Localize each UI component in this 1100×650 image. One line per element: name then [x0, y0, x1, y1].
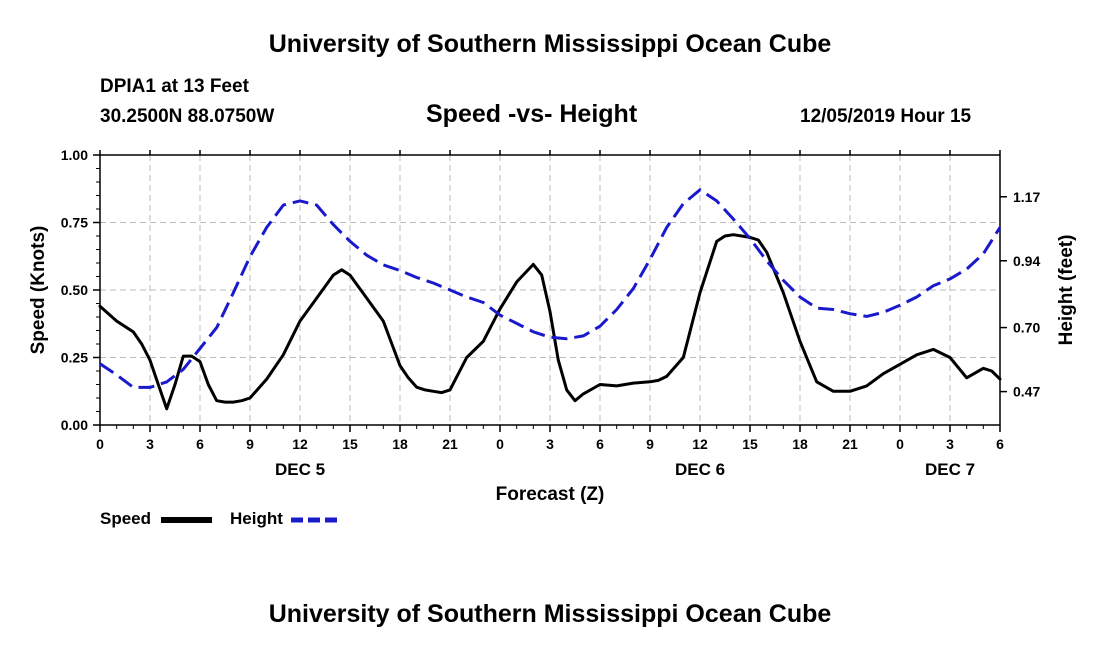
day-label: DEC 6: [675, 460, 725, 479]
x-tick-label: 3: [946, 436, 954, 452]
day-label: DEC 5: [275, 460, 325, 479]
x-tick-label: 6: [196, 436, 204, 452]
series-line-height: [99, 188, 1002, 389]
y2-tick-label: 0.94: [1013, 253, 1040, 269]
x-tick-label: 12: [692, 436, 708, 452]
series: [98, 188, 1002, 411]
footer-title: University of Southern Mississippi Ocean…: [268, 600, 832, 628]
x-tick-label: 15: [742, 436, 758, 452]
x-tick-label: 0: [896, 436, 904, 452]
chart-title: Speed -vs- Height: [426, 100, 638, 128]
grid: [100, 155, 1000, 425]
y-tick-label: 1.00: [61, 147, 88, 163]
x-tick-label: 21: [442, 436, 458, 452]
x-tick-label: 6: [996, 436, 1004, 452]
y-axis-label: Speed (Knots): [28, 226, 49, 355]
x-tick-label: 12: [292, 436, 308, 452]
coordinates-label: 30.2500N 88.0750W: [100, 106, 275, 127]
y2-tick-label: 1.17: [1013, 189, 1040, 205]
day-label: DEC 7: [925, 460, 975, 479]
legend-speed-label: Speed: [100, 509, 152, 528]
y-tick-label: 0.25: [61, 350, 88, 366]
x-tick-label: 6: [596, 436, 604, 452]
x-tick-label: 21: [842, 436, 858, 452]
station-label: DPIA1 at 13 Feet: [100, 76, 249, 97]
y2-tick-label: 0.47: [1013, 384, 1040, 400]
x-tick-label: 15: [342, 436, 358, 452]
org-title: University of Southern Mississippi Ocean…: [268, 30, 832, 58]
y2-tick-label: 0.70: [1013, 320, 1040, 336]
y-tick-label: 0.75: [61, 215, 88, 231]
x-tick-label: 0: [96, 436, 104, 452]
x-tick-label: 3: [546, 436, 554, 452]
datetime-label: 12/05/2019 Hour 15: [800, 106, 972, 127]
y2-axis-label: Height (feet): [1056, 235, 1077, 346]
axis-ticks: 0 3 6 9 12 15 18 21 0 3 6 9 12 15 18 21 0 3 6 DEC 5 DEC 6 DEC…: [61, 147, 1041, 479]
x-tick-label: 3: [146, 436, 154, 452]
x-axis-label: Forecast (Z): [496, 484, 605, 505]
x-tick-label: 9: [646, 436, 654, 452]
x-tick-label: 9: [246, 436, 254, 452]
series-line-speed: [98, 233, 1002, 411]
y-tick-label: 0.50: [61, 282, 88, 298]
x-tick-label: 18: [392, 436, 408, 452]
y-tick-label: 0.00: [61, 417, 88, 433]
legend-height-label: Height: [230, 509, 283, 528]
x-tick-label: 18: [792, 436, 808, 452]
x-tick-label: 0: [496, 436, 504, 452]
